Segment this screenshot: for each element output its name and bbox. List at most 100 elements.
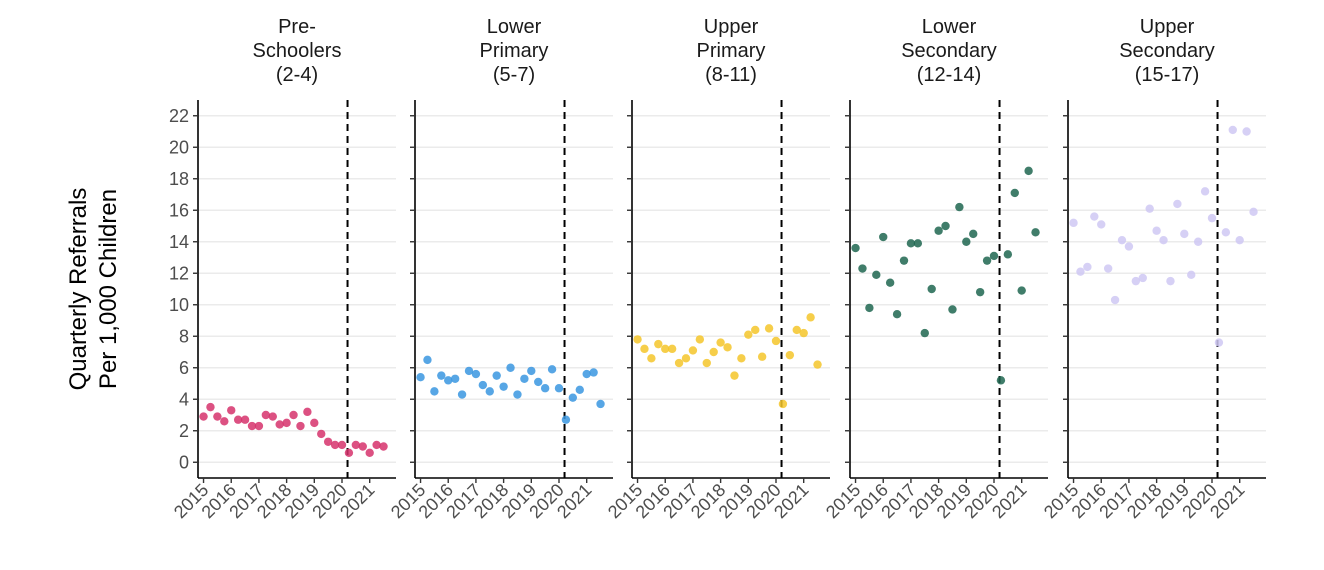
y-tick-label: 22 — [169, 106, 189, 126]
chart-panels: Pre-Schoolers(2-4)0246810121416182022201… — [169, 16, 1266, 522]
data-point — [723, 343, 732, 352]
data-point — [520, 374, 529, 383]
data-point — [261, 410, 271, 420]
data-point — [1228, 125, 1237, 135]
panel-title-line: (2-4) — [276, 64, 318, 86]
y-axis-title: Quarterly Referrals Per 1,000 Children — [65, 188, 122, 391]
data-point — [1124, 242, 1134, 251]
data-point — [379, 442, 388, 451]
data-point — [806, 313, 815, 322]
panel-title-line: (5-7) — [493, 64, 535, 86]
data-point — [534, 377, 543, 387]
data-point — [1187, 270, 1196, 280]
panel-5: UpperSecondary(15-17)2015201620172018201… — [1040, 16, 1266, 522]
data-point — [365, 448, 374, 457]
data-point — [582, 369, 591, 379]
data-point — [330, 440, 340, 450]
data-point — [751, 325, 760, 335]
data-point — [1017, 286, 1026, 295]
data-point — [892, 310, 902, 319]
data-point — [948, 305, 957, 314]
data-point — [1117, 235, 1127, 245]
panel-title-line: Secondary — [1119, 40, 1215, 62]
data-point — [506, 363, 515, 372]
data-point — [1235, 235, 1244, 245]
data-point — [1221, 228, 1231, 237]
y-tick-label: 14 — [169, 232, 189, 252]
data-point — [337, 440, 347, 450]
data-point — [199, 412, 208, 421]
panel-4: LowerSecondary(12-14)2015201620172018201… — [822, 16, 1048, 522]
panel-title-line: Pre- — [278, 16, 316, 38]
data-point — [1242, 127, 1251, 136]
data-point — [744, 330, 753, 339]
y-tick-label: 20 — [169, 137, 189, 157]
data-point — [303, 407, 312, 417]
data-point — [213, 412, 222, 421]
data-point — [485, 387, 494, 396]
data-point — [450, 374, 460, 383]
data-point — [596, 399, 605, 409]
data-point — [437, 371, 446, 380]
data-point — [1076, 267, 1085, 276]
data-point — [1249, 207, 1258, 217]
data-point — [254, 421, 264, 431]
data-point — [1180, 229, 1189, 239]
data-point — [865, 303, 874, 313]
data-point — [227, 406, 236, 415]
y-tick-label: 4 — [179, 389, 189, 409]
data-point — [568, 393, 578, 402]
data-point — [702, 358, 711, 368]
data-point — [920, 328, 929, 338]
data-point — [423, 355, 432, 365]
data-point — [247, 421, 257, 431]
data-point — [989, 251, 999, 261]
panel-title-line: (12-14) — [917, 64, 981, 86]
data-point — [1024, 166, 1033, 176]
y-tick-label: 10 — [169, 295, 189, 315]
data-point — [372, 440, 381, 450]
data-point — [575, 385, 584, 394]
y-tick-label: 6 — [179, 358, 189, 378]
data-point — [792, 325, 801, 335]
data-point — [681, 354, 691, 363]
data-point — [813, 360, 822, 369]
panel-title-line: Upper — [1140, 16, 1195, 38]
data-point — [1090, 212, 1099, 221]
data-point — [1214, 338, 1224, 347]
panel-title-line: Lower — [922, 16, 977, 38]
data-point — [1138, 273, 1147, 283]
data-point — [206, 402, 215, 412]
y-axis-title-line-2: Per 1,000 Children — [95, 189, 122, 389]
y-tick-label: 16 — [169, 200, 189, 220]
data-point — [716, 338, 725, 347]
panel-title-line: Schoolers — [253, 40, 342, 62]
data-point — [464, 366, 474, 376]
data-point — [589, 368, 598, 377]
data-point — [240, 415, 250, 424]
data-point — [879, 232, 888, 242]
data-point — [416, 373, 425, 382]
data-point — [654, 339, 663, 349]
panel-title-line: Primary — [480, 40, 549, 62]
data-point — [913, 239, 923, 248]
data-point — [1145, 204, 1154, 213]
data-point — [927, 284, 936, 294]
y-axis-title-line-1: Quarterly Referrals — [65, 188, 92, 391]
y-tick-label: 2 — [179, 421, 189, 441]
data-point — [1010, 188, 1019, 198]
data-point — [513, 390, 522, 399]
data-point — [1193, 237, 1203, 246]
data-point — [996, 376, 1006, 385]
data-point — [478, 380, 488, 390]
panel-title-line: (8-11) — [705, 64, 757, 86]
data-point — [955, 202, 964, 212]
panel-title-line: Secondary — [901, 40, 997, 62]
data-point — [1152, 226, 1161, 235]
data-point — [268, 412, 277, 421]
data-point — [757, 352, 767, 361]
data-point — [310, 418, 319, 428]
data-point — [457, 390, 467, 399]
data-point — [499, 382, 508, 391]
